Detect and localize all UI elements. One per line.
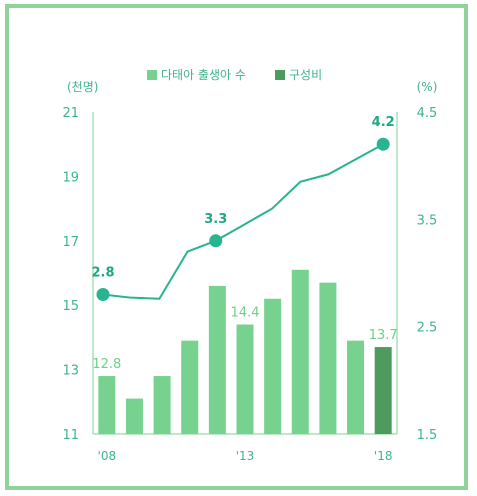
legend-label-0: 다태아 출생아 수	[161, 68, 246, 82]
bar	[264, 298, 282, 434]
chart-frame: 다태아 출생아 수 구성비 (천명) (%) 21 19 17 15 13 11 4.5 3.5…	[5, 4, 468, 490]
legend-swatch-0	[147, 70, 157, 80]
bar	[98, 376, 116, 434]
line-series	[96, 137, 390, 301]
bar	[125, 398, 143, 434]
left-axis-unit: (천명)	[67, 79, 98, 94]
left-tick-label: 15	[62, 299, 79, 314]
line-point	[96, 287, 110, 301]
left-tick-label: 13	[62, 364, 79, 379]
bar	[236, 324, 254, 434]
bar	[374, 347, 392, 434]
line-data-label: 4.2	[372, 115, 395, 130]
data-labels: 12.8 14.4 13.7 2.8 3.3 4.2	[91, 115, 397, 372]
chart-svg: 다태아 출생아 수 구성비 (천명) (%) 21 19 17 15 13 11 4.5 3.5…	[62, 68, 438, 463]
left-tick-label: 21	[62, 106, 79, 121]
legend-swatch-1	[275, 70, 285, 80]
bar	[291, 269, 309, 434]
line-path	[102, 143, 384, 300]
bar	[208, 285, 226, 434]
bar	[181, 340, 199, 434]
line-point	[209, 234, 223, 248]
bar	[347, 340, 365, 434]
bar-data-label: 14.4	[231, 306, 260, 321]
bar-series	[98, 269, 392, 434]
x-tick-label: '13	[236, 449, 255, 463]
bar-data-label: 12.8	[92, 357, 121, 372]
right-tick-label: 1.5	[417, 428, 438, 443]
x-tick-label: '18	[374, 449, 393, 463]
left-tick-label: 19	[62, 170, 79, 185]
bar-data-label: 13.7	[369, 328, 398, 343]
line-point	[376, 137, 390, 151]
left-tick-label: 17	[62, 235, 79, 250]
bar	[319, 282, 337, 434]
line-data-label: 2.8	[91, 265, 114, 280]
legend: 다태아 출생아 수 구성비	[147, 68, 322, 82]
right-axis-unit: (%)	[417, 80, 438, 94]
right-tick-label: 3.5	[417, 213, 438, 228]
right-tick-label: 4.5	[417, 106, 438, 121]
legend-label-1: 구성비	[289, 68, 322, 82]
right-tick-label: 2.5	[417, 321, 438, 336]
line-data-label: 3.3	[204, 212, 227, 227]
left-tick-label: 11	[62, 428, 79, 443]
bar	[153, 376, 171, 434]
x-tick-label: '08	[98, 449, 117, 463]
axes: 21 19 17 15 13 11 4.5 3.5 2.5 1.5 '08 '13 '18	[62, 106, 437, 463]
